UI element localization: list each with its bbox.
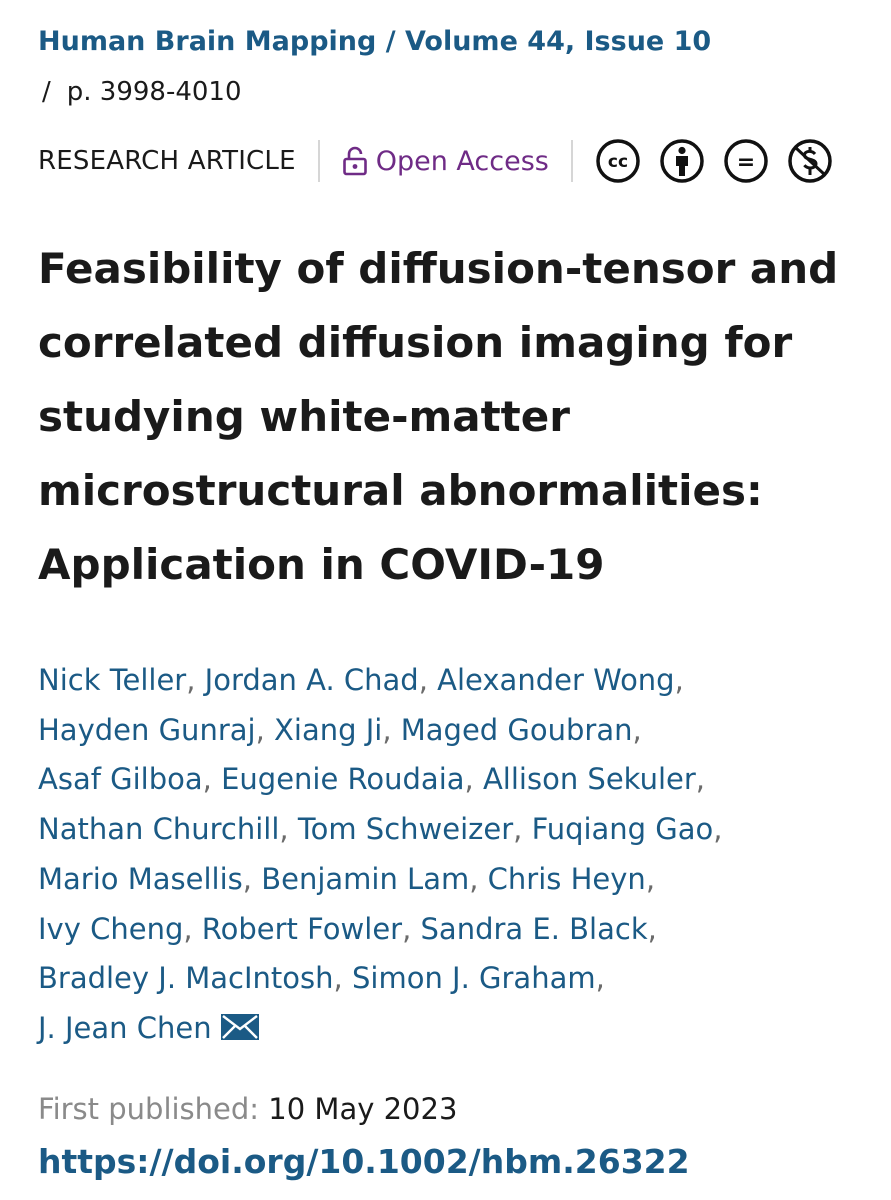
license-icons[interactable]: cc = bbox=[595, 138, 833, 184]
author-link[interactable]: Chris Heyn bbox=[487, 861, 646, 896]
breadcrumb: Human Brain Mapping / Volume 44, Issue 1… bbox=[38, 22, 711, 62]
article-meta-row: RESEARCH ARTICLE Open Access cc bbox=[38, 135, 833, 187]
article-type: RESEARCH ARTICLE bbox=[38, 146, 296, 176]
svg-text:=: = bbox=[737, 150, 755, 175]
journal-issue-link[interactable]: Human Brain Mapping / Volume 44, Issue 1… bbox=[38, 26, 712, 57]
title-line: microstructural abnormalities: bbox=[38, 466, 763, 515]
author-link[interactable]: Benjamin Lam bbox=[261, 861, 470, 896]
author-link[interactable]: J. Jean Chen bbox=[38, 1010, 212, 1045]
author-link[interactable]: Tom Schweizer bbox=[297, 812, 514, 847]
author-link[interactable]: Fuqiang Gao bbox=[531, 812, 714, 847]
doi-link[interactable]: https://doi.org/10.1002/hbm.26322 bbox=[38, 1142, 690, 1181]
author-link[interactable]: Bradley J. MacIntosh bbox=[38, 961, 334, 996]
title-line: Feasibility of diffusion-tensor and bbox=[38, 244, 839, 293]
divider bbox=[317, 140, 320, 182]
breadcrumb-separator: / bbox=[42, 77, 51, 107]
by-attribution-icon bbox=[659, 138, 705, 184]
open-access-label: Open Access bbox=[375, 145, 549, 177]
title-line: Application in COVID-19 bbox=[38, 540, 605, 589]
no-derivatives-icon: = bbox=[723, 138, 769, 184]
author-link[interactable]: Mario Masellis bbox=[38, 861, 243, 896]
article-title: Feasibility of diffusion-tensor and corr… bbox=[38, 232, 858, 602]
author-link[interactable]: Asaf Gilboa bbox=[38, 762, 203, 797]
title-line: correlated diffusion imaging for bbox=[38, 318, 793, 367]
title-line: studying white-matter bbox=[38, 392, 570, 441]
first-published-label: First published: bbox=[38, 1092, 260, 1126]
author-link[interactable]: Nick Teller bbox=[38, 663, 187, 697]
author-link[interactable]: Hayden Gunraj bbox=[38, 712, 256, 747]
first-published-date: 10 May 2023 bbox=[268, 1092, 458, 1126]
non-commercial-icon bbox=[787, 138, 833, 184]
divider bbox=[570, 140, 573, 182]
author-link[interactable]: Ivy Cheng bbox=[38, 911, 184, 946]
author-link[interactable]: Robert Fowler bbox=[201, 911, 403, 946]
author-link[interactable]: Alexander Wong bbox=[437, 663, 675, 697]
open-access-link[interactable]: Open Access bbox=[342, 146, 549, 177]
first-published: First published: 10 May 2023 bbox=[38, 1087, 457, 1131]
author-link[interactable]: Sandra E. Black bbox=[420, 911, 648, 946]
open-lock-icon bbox=[342, 146, 367, 176]
author-link[interactable]: Simon J. Graham bbox=[351, 961, 596, 996]
author-link[interactable]: Jordan A. Chad bbox=[204, 663, 419, 697]
author-link[interactable]: Allison Sekuler bbox=[482, 762, 696, 797]
author-link[interactable]: Nathan Churchill bbox=[38, 812, 280, 847]
envelope-icon[interactable] bbox=[220, 1013, 260, 1041]
svg-text:cc: cc bbox=[608, 152, 628, 172]
author-link[interactable]: Eugenie Roudaia bbox=[221, 762, 465, 797]
page-range: / p. 3998-4010 bbox=[42, 72, 242, 112]
author-link[interactable]: Maged Goubran bbox=[400, 712, 633, 747]
cc-icon: cc bbox=[595, 138, 641, 184]
page-range-text: p. 3998-4010 bbox=[66, 77, 242, 107]
author-link[interactable]: Xiang Ji bbox=[274, 712, 383, 747]
author-list: Nick Teller, Jordan A. Chad, Alexander W… bbox=[38, 663, 723, 1045]
